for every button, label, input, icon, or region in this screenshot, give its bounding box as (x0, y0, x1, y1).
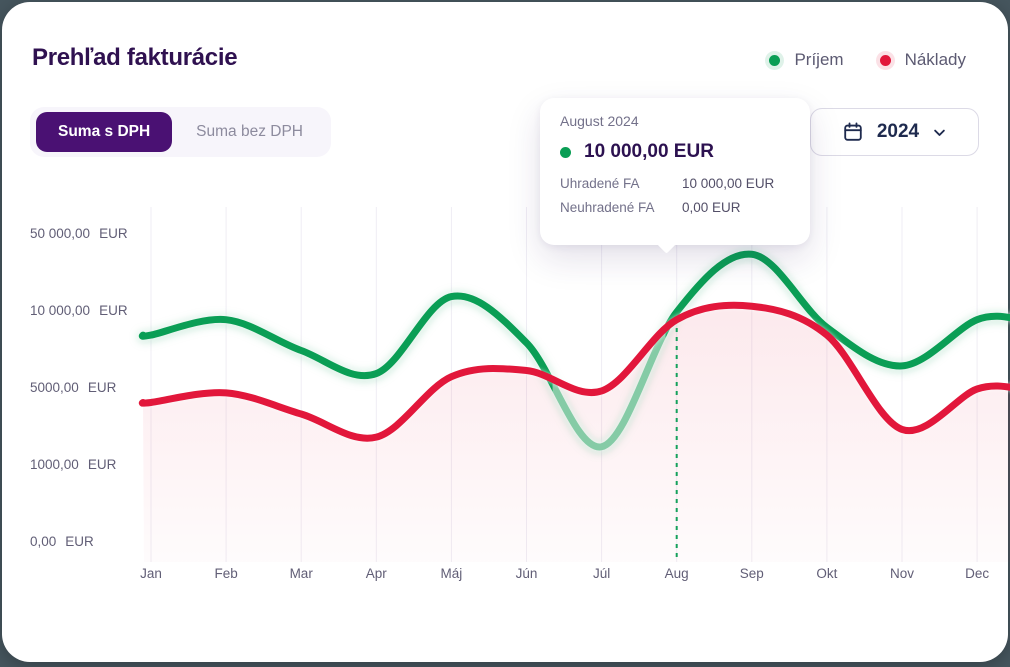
chart-legend: Príjem Náklady (769, 50, 966, 70)
prijem-line-below-naklady (552, 323, 666, 451)
tooltip-row: Uhradené FA 10 000,00 EUR (560, 176, 790, 191)
tooltip-row: Neuhradené FA 0,00 EUR (560, 200, 790, 215)
naklady-line (138, 301, 1010, 442)
naklady-dot-icon (879, 54, 891, 66)
legend-label: Príjem (794, 50, 844, 69)
page-title: Prehľad fakturácie (32, 44, 238, 71)
legend-label: Náklady (904, 50, 966, 69)
vat-toggle-group: Suma s DPH Suma bez DPH (30, 107, 331, 157)
calendar-icon (842, 121, 864, 143)
tooltip-value: 10 000,00 EUR (584, 141, 714, 162)
toggle-suma-s-dph[interactable]: Suma s DPH (36, 112, 173, 152)
chart-tooltip: August 2024 10 000,00 EUR Uhradené FA 10… (540, 98, 810, 254)
tooltip-row-value: 10 000,00 EUR (682, 176, 775, 191)
naklady-area-fill (142, 305, 1010, 562)
tooltip-row-label: Uhradené FA (560, 176, 640, 191)
prijem-dot-icon (769, 54, 781, 66)
tooltip-row-label: Neuhradené FA (560, 200, 655, 215)
tooltip-series-dot-icon (560, 146, 571, 158)
tooltip-period: August 2024 (560, 113, 639, 129)
tooltip-row-value: 0,00 EUR (682, 200, 741, 215)
legend-item-naklady[interactable]: Náklady (879, 50, 966, 70)
year-value: 2024 (876, 121, 920, 142)
year-select[interactable]: 2024 (810, 108, 979, 156)
legend-item-prijem[interactable]: Príjem (769, 50, 844, 70)
toggle-suma-bez-dph[interactable]: Suma bez DPH (174, 112, 325, 152)
chevron-down-icon (932, 125, 947, 140)
